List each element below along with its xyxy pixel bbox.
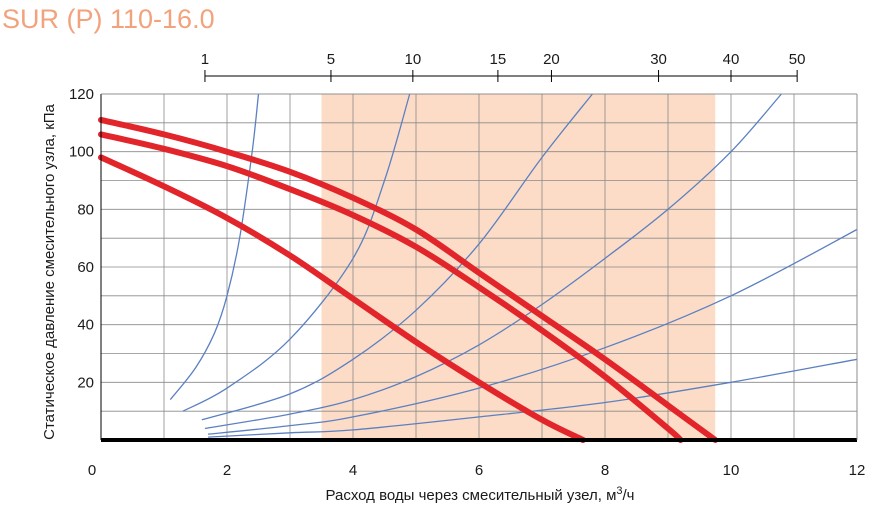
- system-curve-1: [169, 93, 260, 401]
- top-scale-label: 5: [327, 51, 335, 68]
- y-axis-label: Статическое давление смесительного узла,…: [41, 103, 58, 439]
- top-scale-label: 15: [490, 51, 507, 68]
- pump-curve-3: [98, 154, 586, 443]
- y-tick-label: 40: [77, 317, 94, 334]
- grid: [101, 93, 858, 440]
- top-scale-label: 40: [723, 51, 740, 68]
- pump-curves: [98, 116, 719, 443]
- x-axis-label-main: Расход воды через смесительный узел, м: [325, 487, 616, 504]
- pump-curve-1: [98, 116, 719, 443]
- top-scale-label: 10: [405, 51, 422, 68]
- x-tick-label: 2: [223, 462, 231, 479]
- system-curves: [169, 93, 858, 438]
- y-tick-label: 20: [77, 374, 94, 391]
- y-tick-label: 100: [69, 144, 94, 161]
- x-axis-label-tail: /ч: [623, 487, 635, 504]
- x-tick-label: 6: [475, 462, 483, 479]
- y-tick-label: 60: [77, 259, 94, 276]
- system-curve-6: [208, 358, 858, 438]
- top-scale-label: 50: [789, 51, 806, 68]
- x-tick-label: 8: [601, 462, 609, 479]
- x-tick-label: 4: [349, 462, 357, 479]
- x-tick-label: 0: [88, 462, 96, 479]
- top-scale-label: 1: [201, 51, 209, 68]
- chart-title: SUR (P) 110-16.0: [2, 4, 215, 34]
- pump-curve-2: [98, 131, 684, 443]
- top-scale: 1 5 10 15 20 30 40 50: [201, 51, 806, 82]
- x-axis-label: Расход воды через смесительный узел, м3/…: [325, 485, 634, 504]
- tick-labels: 0 2 4 6 8 10 12 20 40 60 80 100 120: [69, 86, 865, 479]
- system-curve-3: [201, 93, 593, 421]
- system-curve-4: [204, 93, 782, 430]
- y-tick-label: 120: [69, 86, 94, 103]
- top-scale-label: 20: [543, 51, 560, 68]
- y-tick-label: 80: [77, 201, 94, 218]
- system-curve-5: [208, 228, 858, 435]
- system-curve-2: [182, 93, 411, 412]
- top-scale-label: 30: [650, 51, 667, 68]
- axes: [100, 93, 858, 442]
- x-tick-label: 12: [849, 462, 866, 479]
- x-tick-label: 10: [723, 462, 740, 479]
- x-axis-label-sup: 3: [616, 485, 622, 497]
